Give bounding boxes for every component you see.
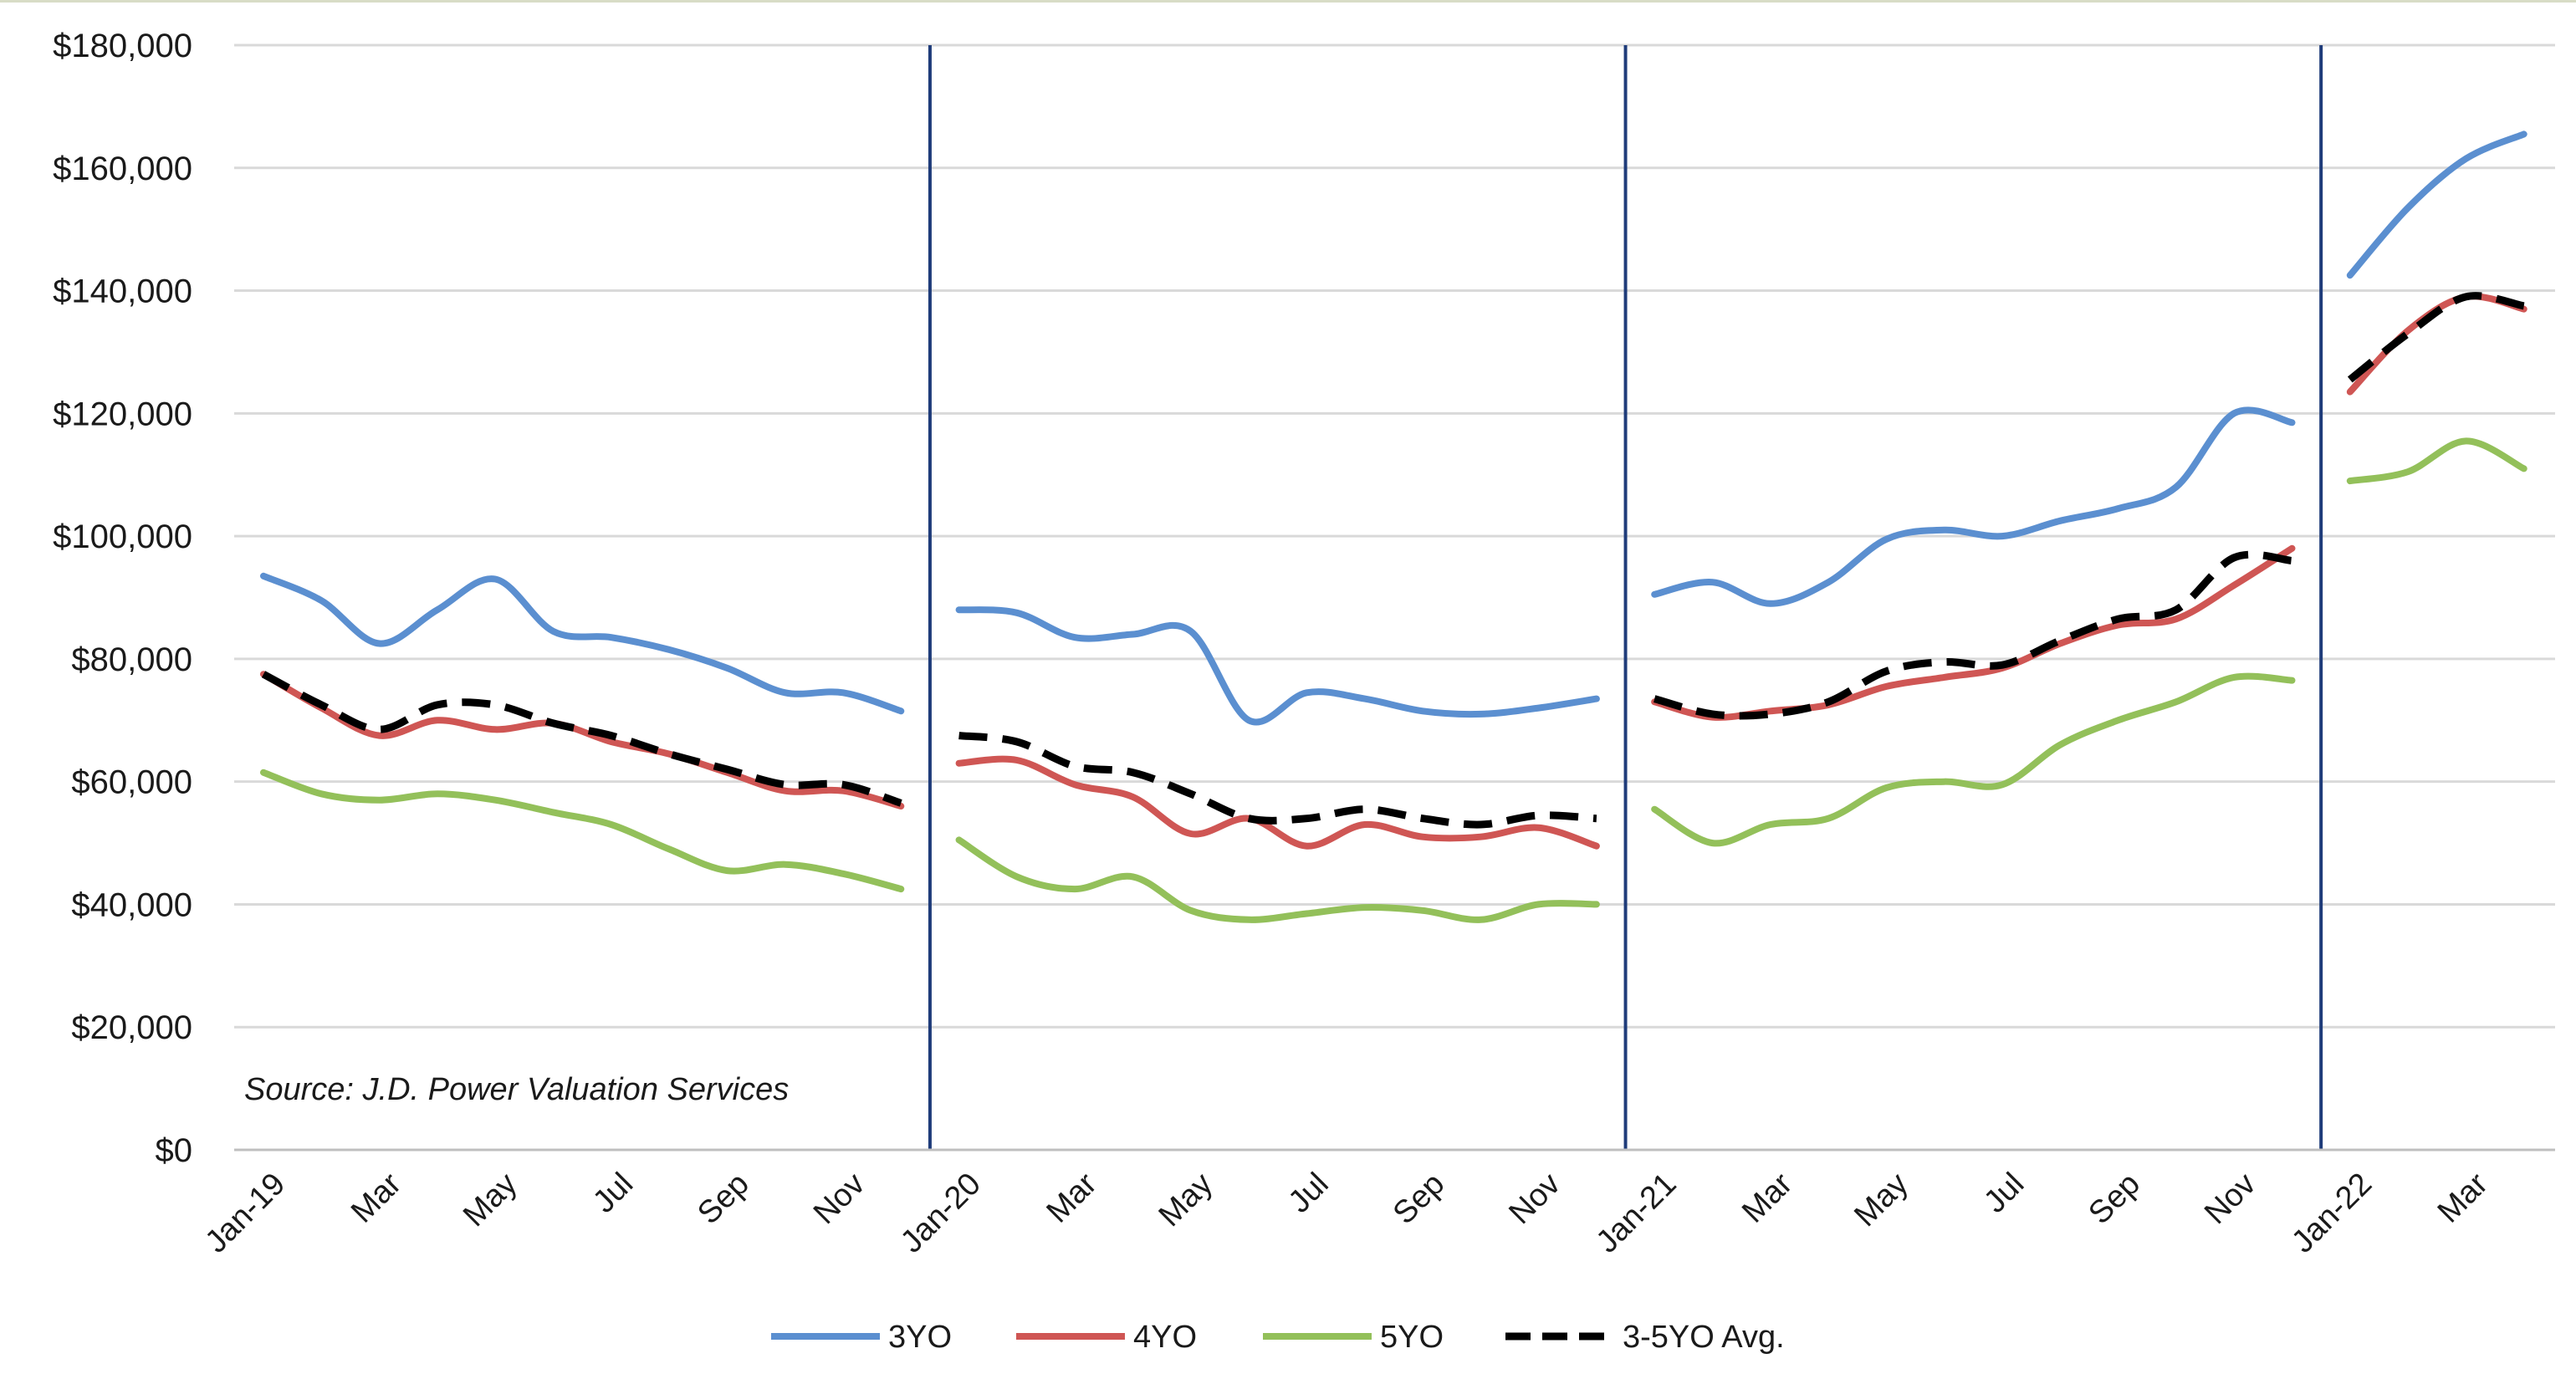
series-3yo-line-2021: [1651, 406, 2296, 607]
y-tick-label: $140,000: [53, 273, 192, 310]
legend-label-4yo: 4YO: [1133, 1320, 1197, 1355]
x-tick-label: Jul: [1977, 1167, 2031, 1220]
x-tick-label: Nov: [1502, 1167, 1567, 1231]
series-5yo-line-2022: [2346, 437, 2527, 485]
x-tick-label: May: [1848, 1167, 1914, 1233]
x-tick-label: Nov: [2198, 1167, 2262, 1231]
series-5yo-line-2021: [1651, 672, 2296, 847]
series-3yo-line-2020: [955, 606, 1600, 726]
series-avg-line-2021: [1653, 550, 2293, 720]
x-tick-label: May: [457, 1167, 524, 1233]
y-tick-label: $100,000: [53, 518, 192, 555]
x-tick-label: Nov: [807, 1167, 871, 1231]
x-tick-label: Sep: [2082, 1167, 2147, 1232]
x-axis-tick-labels: Jan-19 Mar May Jul Sep Nov Jan-20 Mar May Jul Sep N…: [198, 1166, 2495, 1259]
y-tick-label: $120,000: [53, 396, 192, 432]
gridlines: [234, 43, 2555, 1029]
x-tick-label: Jan-20: [894, 1167, 988, 1260]
y-tick-label: $180,000: [53, 28, 192, 64]
series-4yo-line-2020: [955, 755, 1600, 850]
x-tick-label: Mar: [345, 1166, 408, 1229]
legend-label-avg: 3-5YO Avg.: [1623, 1320, 1785, 1355]
x-tick-label: Sep: [691, 1167, 756, 1232]
x-tick-label: Jan-22: [2285, 1167, 2379, 1260]
y-axis-tick-labels: $0 $20,000 $40,000 $60,000 $80,000 $100,000 $1…: [53, 28, 192, 1169]
x-tick-label: May: [1153, 1167, 1219, 1233]
x-tick-label: Jul: [1282, 1167, 1336, 1220]
x-tick-label: Mar: [1040, 1166, 1104, 1229]
x-tick-label: Jan-19: [198, 1167, 292, 1260]
x-tick-label: Jan-21: [1590, 1167, 1684, 1260]
series-5yo-line-2020: [955, 836, 1600, 923]
legend-label-3yo: 3YO: [888, 1320, 952, 1355]
x-tick-label: Mar: [2431, 1166, 2495, 1229]
series-3yo-line-2019: [260, 572, 905, 715]
x-tick-label: Sep: [1387, 1167, 1452, 1232]
series-5yo-line-2019: [260, 769, 905, 893]
y-tick-label: $20,000: [71, 1009, 192, 1046]
series-avg-line-2022: [2347, 292, 2525, 383]
series-lines: [260, 130, 2527, 923]
source-note: Source: J.D. Power Valuation Services: [244, 1072, 789, 1107]
series-avg-line-2020: [958, 732, 1597, 829]
y-tick-label: $160,000: [53, 151, 192, 187]
x-tick-label: Jul: [586, 1167, 640, 1220]
top-border: [0, 0, 2576, 3]
y-tick-label: $60,000: [71, 764, 192, 801]
legend: 3YO 4YO 5YO 3-5YO Avg.: [771, 1320, 1785, 1355]
x-tick-label: Mar: [1735, 1166, 1799, 1229]
y-tick-label: $80,000: [71, 641, 192, 678]
y-tick-label: $40,000: [71, 886, 192, 923]
y-tick-label: $0: [156, 1132, 193, 1169]
year-dividers: [928, 45, 2323, 1150]
series-4yo-line-2019: [260, 671, 905, 810]
series-3yo-line-2022: [2346, 130, 2527, 279]
legend-label-5yo: 5YO: [1380, 1320, 1444, 1355]
